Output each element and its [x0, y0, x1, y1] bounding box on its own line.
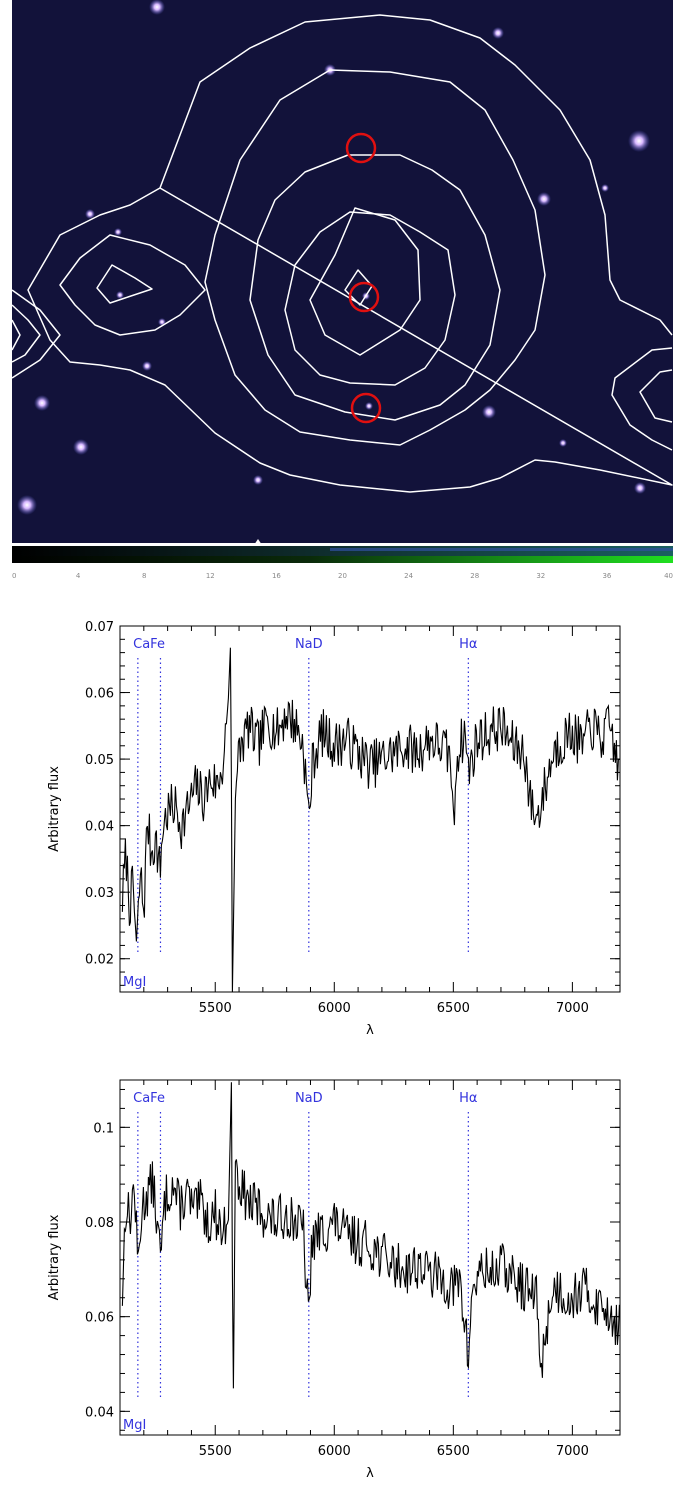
x-tick-label: 6000 [318, 1001, 351, 1016]
star [628, 130, 650, 152]
star [116, 291, 124, 299]
colorbar-tick-label: 28 [470, 572, 479, 580]
y-tick-label: 0.08 [85, 1216, 114, 1231]
spectral-line-label: NaD [295, 637, 323, 652]
y-tick-label: 0.06 [85, 687, 114, 702]
y-tick-label: 0.03 [85, 886, 114, 901]
x-tick-label: 6500 [437, 1001, 470, 1016]
contour-edge-left-a [11, 289, 61, 379]
spectral-line-label: Hα [459, 637, 477, 652]
y-tick-label: 0.07 [85, 620, 114, 635]
x-tick-label: 7000 [556, 1001, 589, 1016]
star [492, 27, 504, 39]
spectral-line-label: CaFe [133, 1091, 165, 1106]
colorbar-tick-label: 40 [664, 572, 673, 580]
y-axis-label: Arbitrary flux [47, 1214, 62, 1300]
contour-4 [284, 211, 456, 386]
colorbar-tick-labels: 0 4 8 12 16 20 24 28 32 36 40 [12, 572, 673, 580]
star [537, 192, 551, 206]
contour-3 [249, 154, 501, 421]
star [601, 184, 609, 192]
spectral-line-label: NaD [295, 1091, 323, 1106]
contour-edge-left-b [11, 304, 41, 363]
x-axis-label: λ [366, 1466, 374, 1481]
y-axis-label: Arbitrary flux [47, 766, 62, 852]
source-markers [345, 132, 382, 424]
star [85, 209, 95, 219]
contour-outer [27, 14, 673, 493]
star [34, 395, 50, 411]
star [365, 402, 373, 410]
contour-left-inner [96, 264, 153, 304]
plot-frame [119, 1079, 621, 1436]
x-tick-label: 5500 [199, 1444, 232, 1459]
y-tick-label: 0.04 [85, 820, 114, 835]
star [559, 439, 567, 447]
colorbar-band-green [12, 556, 673, 563]
marker-circle-bottom [350, 392, 382, 424]
spectrum-line [121, 1082, 620, 1389]
plot-frame [119, 625, 621, 993]
star [149, 0, 165, 15]
contour-left-outer [59, 234, 206, 336]
colorbar-tick-label: 12 [206, 572, 215, 580]
y-tick-label: 0.05 [85, 753, 114, 768]
contour-inner [344, 269, 373, 306]
star [17, 495, 37, 515]
colorbar-tick-label: 0 [12, 572, 16, 580]
colorbar-tick-label: 8 [142, 572, 146, 580]
contour-edge-left-c [11, 319, 21, 351]
spectral-line-label: CaFe [133, 637, 165, 652]
contour-right-a [611, 347, 673, 451]
colorbar-tick-label: 32 [536, 572, 545, 580]
y-tick-label: 0.06 [85, 1311, 114, 1326]
contour-lines [11, 14, 673, 493]
star [142, 361, 152, 371]
colorbar-tick-label: 16 [272, 572, 281, 580]
marker-circle-top [345, 132, 377, 164]
star [482, 405, 496, 419]
colorbar-tick-label: 36 [602, 572, 611, 580]
spectrum-plot-2: 5500 6000 6500 7000 0.04 0.06 0.08 0.1 λ Arbitrar… [47, 1079, 621, 1481]
colorbar-top-stripe [12, 543, 673, 546]
sky-background [12, 0, 673, 543]
x-tick-label: 5500 [199, 1001, 232, 1016]
star [634, 482, 646, 494]
x-tick-label: 6000 [318, 1444, 351, 1459]
colorbar-pointer [254, 539, 262, 545]
spectrum-line [121, 647, 620, 993]
x-tick-label: 7000 [556, 1444, 589, 1459]
contour-2 [204, 69, 546, 446]
colorbar [12, 539, 673, 563]
y-tick-label: 0.1 [93, 1121, 114, 1136]
contour-5 [309, 207, 421, 356]
star [73, 439, 89, 455]
marker-circle-center [348, 281, 380, 313]
x-tick-label: 6500 [437, 1444, 470, 1459]
sky-image-panel: 0 4 8 12 16 20 24 28 32 36 40 [11, 0, 673, 580]
colorbar-tick-label: 20 [338, 572, 347, 580]
spectral-line-label: MgI [123, 975, 146, 990]
x-axis-label: λ [366, 1023, 374, 1038]
spectral-line-label: MgI [123, 1418, 146, 1433]
y-tick-label: 0.04 [85, 1405, 114, 1420]
y-tick-label: 0.02 [85, 953, 114, 968]
spectrum-plot-1: 5500 6000 6500 7000 0.02 0.03 0.04 0.05 0.06 0.07… [47, 620, 621, 1038]
star [253, 475, 263, 485]
colorbar-band-blue [330, 548, 673, 551]
colorbar-tick-label: 4 [76, 572, 81, 580]
colorbar-tick-label: 24 [404, 572, 413, 580]
star [114, 228, 122, 236]
contour-right-b [639, 369, 673, 423]
spectral-line-label: Hα [459, 1091, 477, 1106]
